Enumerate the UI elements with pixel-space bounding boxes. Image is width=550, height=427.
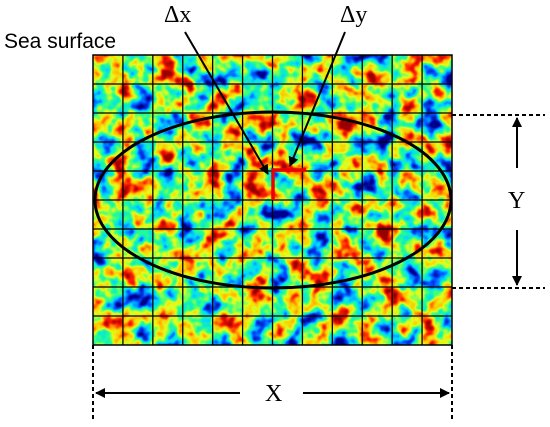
delta-x-arrow bbox=[184, 31, 269, 175]
delta-y-label: Δy bbox=[340, 2, 367, 28]
sea-surface-label: Sea surface bbox=[4, 30, 116, 53]
y-label: Y bbox=[508, 188, 525, 214]
delta-x-label: Δx bbox=[164, 2, 191, 28]
x-label: X bbox=[265, 381, 282, 407]
delta-y-arrow bbox=[288, 31, 346, 167]
red-cell-corner bbox=[271, 168, 306, 200]
ellipse bbox=[93, 110, 453, 290]
